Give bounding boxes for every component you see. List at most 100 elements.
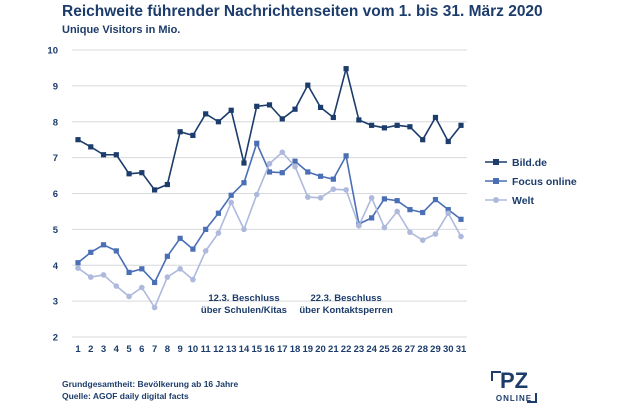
data-point xyxy=(203,226,209,232)
data-point xyxy=(253,191,260,198)
data-point xyxy=(369,215,375,221)
data-point xyxy=(266,169,273,175)
footnote-source: Quelle: AGOF daily digital facts xyxy=(62,391,189,401)
data-point xyxy=(126,293,132,300)
data-point xyxy=(317,195,324,201)
data-point xyxy=(420,209,426,216)
data-point xyxy=(88,249,94,255)
data-point xyxy=(292,106,298,112)
data-point xyxy=(343,66,349,72)
data-point xyxy=(75,260,81,266)
data-point xyxy=(177,235,183,241)
data-point xyxy=(164,274,171,280)
data-point xyxy=(203,111,209,117)
data-point xyxy=(241,160,247,166)
x-tick-label: 28 xyxy=(417,344,428,355)
logo-corner-bottom-right xyxy=(527,393,537,403)
data-point xyxy=(305,82,311,88)
legend-label-focus-online: Focus online xyxy=(512,176,577,188)
data-point xyxy=(152,279,158,286)
data-point xyxy=(407,207,413,213)
data-point xyxy=(292,163,298,170)
data-point xyxy=(292,158,298,164)
data-point xyxy=(279,170,285,176)
data-point xyxy=(445,207,451,213)
data-point xyxy=(126,171,132,177)
logo-sub-text: ONLINE xyxy=(495,394,533,403)
y-axis-label: Unique Visitors in Mio. xyxy=(62,24,181,36)
logo-corner-top-left xyxy=(491,371,501,381)
x-tick-label: 11 xyxy=(201,344,212,355)
data-point xyxy=(305,169,311,175)
logo-main-text: PZ xyxy=(499,368,529,393)
x-tick-label: 14 xyxy=(239,344,250,355)
data-point xyxy=(381,224,388,231)
x-tick-label: 4 xyxy=(114,344,120,355)
pz-online-logo: PZ ONLINE xyxy=(491,369,537,409)
data-point xyxy=(458,122,464,128)
data-point xyxy=(75,265,81,271)
data-point xyxy=(241,226,247,233)
data-point xyxy=(228,192,234,198)
footnote-population: Grundgesamtheit: Bevölkerung ab 16 Jahre xyxy=(62,379,239,389)
x-tick-label: 15 xyxy=(251,344,262,355)
data-point xyxy=(177,129,183,135)
x-tick-label: 7 xyxy=(152,344,157,355)
data-point xyxy=(369,122,375,128)
series-line-welt xyxy=(77,151,462,309)
data-point xyxy=(113,152,119,158)
data-point xyxy=(394,198,400,204)
data-point xyxy=(330,114,336,121)
x-tick-label: 8 xyxy=(165,344,170,355)
data-point xyxy=(407,124,413,130)
x-tick-label: 21 xyxy=(328,344,339,355)
y-tick-label: 7 xyxy=(53,153,58,164)
data-point xyxy=(177,266,183,272)
x-tick-label: 23 xyxy=(354,344,365,355)
data-point xyxy=(202,248,209,254)
x-tick-label: 24 xyxy=(366,344,377,355)
x-tick-label: 25 xyxy=(379,344,390,355)
y-tick-label: 6 xyxy=(53,189,58,200)
data-point xyxy=(100,152,107,158)
data-point xyxy=(215,119,222,125)
data-point xyxy=(139,170,145,176)
y-tick-label: 10 xyxy=(47,46,58,57)
data-point xyxy=(151,304,158,311)
data-point xyxy=(100,242,107,248)
data-point xyxy=(266,160,273,167)
data-point xyxy=(152,187,158,193)
y-tick-label: 9 xyxy=(53,81,58,92)
data-point xyxy=(458,233,464,240)
data-point xyxy=(419,237,426,243)
x-tick-label: 22 xyxy=(341,344,352,355)
data-point xyxy=(356,117,362,123)
data-point xyxy=(164,181,170,188)
y-tick-label: 8 xyxy=(53,117,58,128)
data-point xyxy=(254,103,260,109)
data-point xyxy=(190,246,196,252)
x-tick-label: 10 xyxy=(188,344,199,355)
x-tick-label: 18 xyxy=(290,344,301,355)
legend-label-bild-de: Bild.de xyxy=(512,157,547,169)
x-tick-label: 31 xyxy=(456,344,467,355)
annotation-label: 22.3. Beschluss über Kontaktsperren xyxy=(299,293,393,316)
x-tick-label: 9 xyxy=(177,344,182,355)
data-point xyxy=(394,208,400,215)
y-tick-label: 2 xyxy=(53,333,58,344)
chart-title: Reichweite führender Nachrichtenseiten v… xyxy=(62,3,543,20)
data-point xyxy=(317,173,324,179)
x-tick-label: 19 xyxy=(303,344,314,355)
data-point xyxy=(254,140,260,146)
x-tick-label: 26 xyxy=(392,344,403,355)
x-tick-label: 3 xyxy=(101,344,106,355)
data-point xyxy=(279,149,286,156)
data-point xyxy=(445,210,452,217)
x-tick-label: 13 xyxy=(226,344,237,355)
data-point xyxy=(305,194,311,200)
data-point xyxy=(445,138,451,145)
y-tick-label: 5 xyxy=(53,225,59,236)
x-tick-label: 6 xyxy=(139,344,144,355)
data-point xyxy=(139,266,145,272)
x-tick-label: 16 xyxy=(264,344,275,355)
